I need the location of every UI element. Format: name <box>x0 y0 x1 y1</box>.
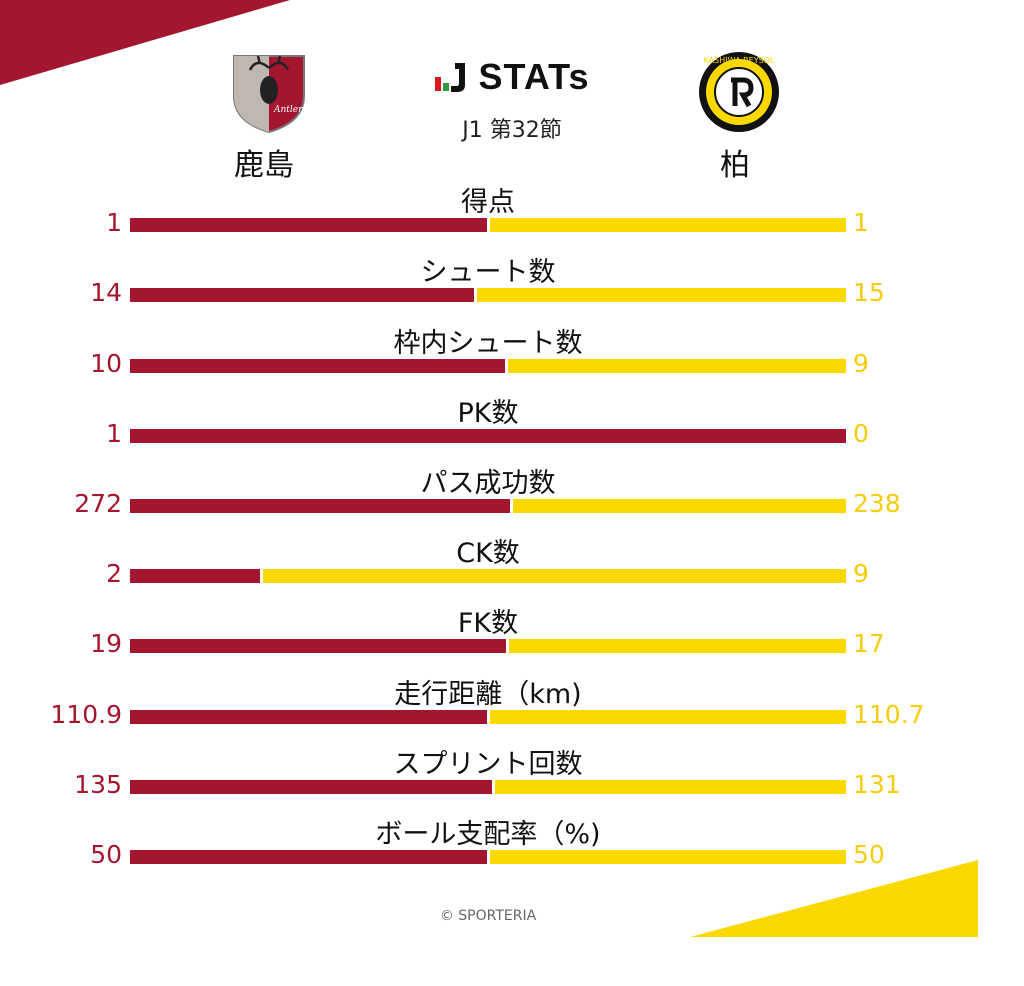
stat-bar-away <box>263 569 846 583</box>
stat-bar-away <box>509 639 846 653</box>
stat-bar <box>130 429 846 443</box>
brand-title: STATs <box>478 56 590 97</box>
stat-home-value: 1 <box>106 208 122 237</box>
stat-row: FK数 19 17 <box>0 608 1024 685</box>
stat-bar <box>130 288 846 302</box>
away-team-name: 柏 <box>720 148 750 183</box>
stat-away-value: 15 <box>853 278 885 307</box>
stat-bar-away <box>490 218 846 232</box>
stat-bar-away <box>490 850 846 864</box>
stat-bar-home <box>130 429 846 443</box>
stat-home-value: 10 <box>90 349 122 378</box>
stat-bar-away <box>477 288 846 302</box>
stat-row: CK数 2 9 <box>0 538 1024 615</box>
stat-bar <box>130 569 846 583</box>
svg-text:KASHIWA REYSOL: KASHIWA REYSOL <box>704 56 775 65</box>
stat-bar-home <box>130 499 510 513</box>
stat-away-value: 17 <box>853 629 885 658</box>
stat-bar-home <box>130 359 505 373</box>
stat-away-value: 131 <box>853 770 901 799</box>
stat-home-value: 2 <box>106 559 122 588</box>
stat-bar-away <box>513 499 846 513</box>
stat-away-value: 0 <box>853 419 869 448</box>
stat-bar <box>130 710 846 724</box>
j-league-logo-icon <box>434 63 465 92</box>
stat-label: ボール支配率（%) <box>375 819 601 850</box>
stat-label: スプリント回数 <box>393 749 583 780</box>
stat-bar <box>130 780 846 794</box>
stat-label: 得点 <box>461 187 515 218</box>
brand-header: STATs <box>0 56 1024 98</box>
stat-row: スプリント回数 135 131 <box>0 749 1024 826</box>
stat-row: ボール支配率（%) 50 50 <box>0 819 1024 896</box>
stat-bar-home <box>130 850 487 864</box>
stat-row: パス成功数 272 238 <box>0 468 1024 545</box>
stat-bar <box>130 639 846 653</box>
stat-label: 枠内シュート数 <box>393 328 583 359</box>
stat-bar-home <box>130 218 487 232</box>
stat-label: 走行距離（km) <box>394 679 582 710</box>
stat-away-value: 110.7 <box>853 700 925 729</box>
stat-row: 走行距離（km) 110.9 110.7 <box>0 679 1024 756</box>
stat-home-value: 110.9 <box>50 700 122 729</box>
stat-label: パス成功数 <box>420 468 556 499</box>
stat-row: 得点 1 1 <box>0 187 1024 264</box>
stat-away-value: 1 <box>853 208 869 237</box>
round-label: J1 第32節 <box>462 118 562 143</box>
stat-home-value: 272 <box>74 489 122 518</box>
stat-home-value: 135 <box>74 770 122 799</box>
stat-home-value: 50 <box>90 840 122 869</box>
stat-bar-home <box>130 288 474 302</box>
stat-row: PK数 1 0 <box>0 398 1024 475</box>
stat-bar-home <box>130 639 506 653</box>
stat-bar <box>130 218 846 232</box>
stat-label: CK数 <box>456 538 520 569</box>
stat-away-value: 9 <box>853 349 869 378</box>
stat-home-value: 1 <box>106 419 122 448</box>
stat-bar <box>130 850 846 864</box>
stat-bar-home <box>130 710 487 724</box>
stat-label: シュート数 <box>420 257 556 288</box>
reysol-crest-icon: KASHIWA REYSOL <box>699 52 779 132</box>
footer-credit: © SPORTERIA <box>439 908 537 924</box>
stat-bar-away <box>490 710 846 724</box>
stat-away-value: 238 <box>853 489 901 518</box>
stat-label: PK数 <box>457 398 519 429</box>
stat-label: FK数 <box>457 608 519 639</box>
stat-row: 枠内シュート数 10 9 <box>0 328 1024 405</box>
stat-bar-home <box>130 569 260 583</box>
stat-bar-home <box>130 780 492 794</box>
stat-home-value: 14 <box>90 278 122 307</box>
stat-bar <box>130 499 846 513</box>
stat-away-value: 50 <box>853 840 885 869</box>
stat-bar-away <box>508 359 846 373</box>
stat-row: シュート数 14 15 <box>0 257 1024 334</box>
stat-home-value: 19 <box>90 629 122 658</box>
stat-away-value: 9 <box>853 559 869 588</box>
stat-bar <box>130 359 846 373</box>
svg-text:Antlers: Antlers <box>273 105 307 115</box>
stat-bar-away <box>495 780 846 794</box>
antlers-crest-icon: Antlers <box>233 55 307 134</box>
home-team-name: 鹿島 <box>234 148 294 183</box>
